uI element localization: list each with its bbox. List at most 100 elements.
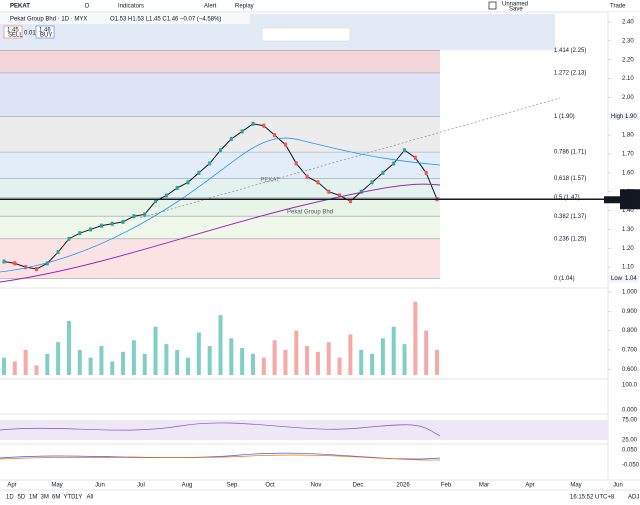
volume-bar xyxy=(315,351,320,375)
volume-bar xyxy=(131,340,136,375)
adj-button[interactable]: ADJ xyxy=(628,495,639,501)
candle xyxy=(132,214,136,219)
range-button[interactable]: 1D xyxy=(6,495,14,501)
candle xyxy=(34,267,38,272)
range-button[interactable]: 1M xyxy=(29,495,37,501)
buy-price: 1.46 xyxy=(39,28,51,34)
moving-average xyxy=(0,183,441,283)
buy-box[interactable] xyxy=(35,25,55,39)
range-button[interactable]: 5D xyxy=(18,495,26,501)
month-label: Apr xyxy=(525,483,534,489)
fib-label: 0.786 (1.71) xyxy=(554,150,586,156)
range-button[interactable]: 1Y xyxy=(75,495,82,501)
volume-bar xyxy=(88,357,93,375)
range-button[interactable]: YTD xyxy=(64,495,77,501)
candle xyxy=(229,136,233,141)
watermark-name: Pekat Group Bhd xyxy=(287,210,333,216)
legend-bg xyxy=(0,14,250,24)
month-label: Jun xyxy=(95,483,105,489)
price-tick-label: 2.30 xyxy=(622,38,634,44)
volume-tick-label: 0.600 xyxy=(622,367,638,373)
fib-label: 1.272 (2.13) xyxy=(554,70,586,76)
volume-bar xyxy=(77,349,82,375)
price-tick-label: 2.10 xyxy=(622,76,634,82)
indicator-tick-label: 0.050 xyxy=(622,448,638,454)
candle xyxy=(413,155,417,160)
layout-name[interactable]: Unnamed xyxy=(502,2,528,8)
spread: 0.01 xyxy=(24,31,36,37)
low-box xyxy=(609,274,639,283)
month-label: Jun xyxy=(613,483,623,489)
volume-bar xyxy=(380,338,385,375)
low-value: 1.04 xyxy=(625,276,637,282)
sell-box[interactable] xyxy=(3,25,23,39)
volume-bar xyxy=(424,330,429,375)
volume-bar xyxy=(110,361,115,375)
fib-label: 0.382 (1.37) xyxy=(554,214,586,220)
sell-price: 1.45 xyxy=(7,28,19,34)
candle xyxy=(99,223,103,228)
symbol[interactable]: PEKAT xyxy=(10,4,30,10)
fib-band xyxy=(0,50,440,73)
indicator-tick-label: 75.00 xyxy=(622,418,638,424)
volume-bar xyxy=(283,349,288,375)
fib-label: 1.414 (2.25) xyxy=(554,48,586,54)
candle xyxy=(305,174,309,179)
fib-label: 0.236 (1.25) xyxy=(554,236,586,242)
high-box xyxy=(609,112,639,121)
last-upper: 1.47 xyxy=(622,191,634,197)
range-button[interactable]: 6M xyxy=(52,495,60,501)
sell-label: SELL xyxy=(8,33,23,39)
indicator-tick-label: 0.000 xyxy=(622,408,638,414)
candle xyxy=(273,133,277,138)
fib-band xyxy=(0,197,440,217)
indicator-tick-label: -0.050 xyxy=(622,463,640,469)
candle xyxy=(316,180,320,185)
month-label: 2026 xyxy=(396,483,410,489)
candle xyxy=(2,259,6,264)
candle xyxy=(327,189,331,194)
volume-bar xyxy=(121,351,126,375)
candle xyxy=(208,161,212,166)
candle xyxy=(348,199,352,204)
indicators-button[interactable]: Indicators xyxy=(118,4,144,10)
month-label: Apr xyxy=(7,483,16,489)
timer: 49:07 xyxy=(622,203,638,209)
volume-bar xyxy=(240,347,245,375)
replay-button[interactable]: Replay xyxy=(235,4,254,10)
volume-bar xyxy=(305,346,310,375)
price-tick-label: 1.40 xyxy=(622,208,634,214)
candle xyxy=(121,219,125,224)
price-tick-label: 1.20 xyxy=(622,246,634,252)
volume-bar xyxy=(45,353,50,375)
trade-button[interactable]: Trade xyxy=(610,4,626,10)
volume-tick-label: 1.000 xyxy=(622,290,638,296)
month-label: May xyxy=(51,483,62,489)
last-ticker: PEKAT xyxy=(605,197,625,203)
alert-button[interactable]: Alert xyxy=(204,4,217,10)
range-button[interactable]: 3M xyxy=(41,495,49,501)
range-button[interactable]: All xyxy=(87,495,94,501)
clock: 16:15:52 UTC+8 xyxy=(570,495,615,501)
fib-label: 0.5 (1.47) xyxy=(554,195,580,201)
candle xyxy=(294,161,298,166)
volume-bar xyxy=(56,342,61,375)
volume-bar xyxy=(229,338,234,375)
candle xyxy=(110,221,114,226)
toolbar xyxy=(0,0,640,12)
fib-band xyxy=(0,152,440,179)
candle xyxy=(143,212,147,217)
volume-bar xyxy=(337,357,342,375)
volume-bar xyxy=(435,349,439,375)
low-label: Low xyxy=(611,276,623,282)
volume-bar xyxy=(370,353,375,375)
interval[interactable]: D xyxy=(85,4,90,10)
volume-bar xyxy=(34,365,39,375)
volume-bar xyxy=(294,330,299,375)
volume-bar xyxy=(402,344,407,375)
month-label: Feb xyxy=(441,483,452,489)
candle xyxy=(13,261,17,266)
high-value: 1.90 xyxy=(625,114,637,120)
checkbox[interactable] xyxy=(488,1,497,10)
